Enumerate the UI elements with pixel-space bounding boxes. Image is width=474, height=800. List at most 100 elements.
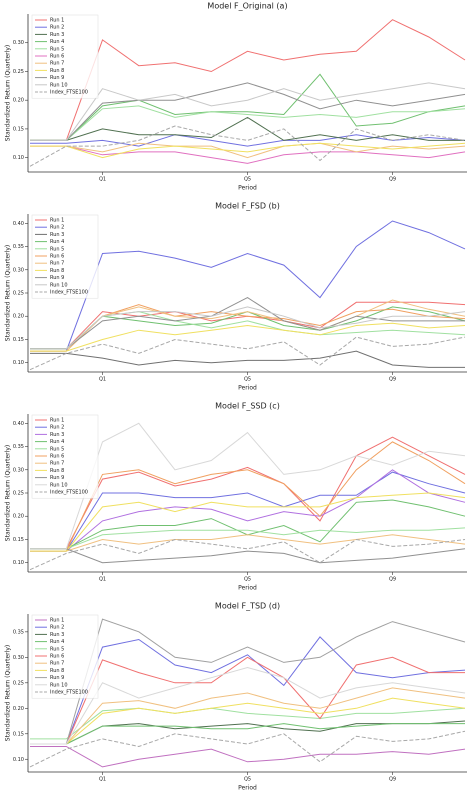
legend-label: Run 9 <box>50 475 64 481</box>
x-tick-label: Q1 <box>99 377 106 383</box>
legend-label: Run 3 <box>50 232 64 238</box>
legend-label: Run 8 <box>50 68 64 74</box>
series-line <box>30 145 466 164</box>
y-tick-label: 0.20 <box>13 706 24 712</box>
y-axis-label: Standardized Return (Quarterly) <box>5 245 12 341</box>
legend-label: Run 6 <box>50 654 64 660</box>
legend-label: Run 4 <box>50 39 64 45</box>
x-tick-label: Q1 <box>99 777 106 783</box>
series-line <box>30 134 466 147</box>
chart-panel: Model F_Original (a) Standardized Return … <box>5 2 467 192</box>
x-tick-label: Q9 <box>389 577 396 583</box>
legend-label: Run 8 <box>50 268 64 274</box>
y-tick-label: 0.35 <box>13 244 24 250</box>
y-tick-label: 0.30 <box>13 267 24 273</box>
series-line <box>30 73 466 141</box>
y-tick-label: 0.30 <box>13 467 24 473</box>
y-tick-label: 0.25 <box>13 291 24 297</box>
legend-label: Run 9 <box>50 675 64 681</box>
series-line <box>30 142 466 159</box>
legend-label: Run 5 <box>50 446 64 452</box>
x-tick-label: Q9 <box>389 377 396 383</box>
series-line <box>30 105 466 141</box>
legend-label: Run 3 <box>50 32 64 38</box>
series-line <box>30 687 466 745</box>
legend-label: Run 4 <box>50 439 64 445</box>
y-tick-label: 0.30 <box>13 655 24 661</box>
chart-title: Model F_TSD (d) <box>215 602 280 611</box>
legend-label: Index_FTSE100 <box>50 290 88 296</box>
legend-label: Run 8 <box>50 668 64 674</box>
legend-label: Run 5 <box>50 246 64 252</box>
x-tick-label: Q5 <box>244 377 251 383</box>
legend-label: Index_FTSE100 <box>50 490 88 496</box>
legend-label: Run 10 <box>50 82 68 88</box>
series-line <box>30 746 466 768</box>
chart-panel: Model F_TSD (d) Standardized Return (Quar… <box>5 602 467 792</box>
x-tick-label: Q5 <box>244 577 251 583</box>
series-line <box>30 636 466 745</box>
legend-label: Run 2 <box>50 625 64 631</box>
series-line <box>30 82 466 141</box>
legend-label: Run 7 <box>50 661 64 667</box>
y-tick-label: 0.35 <box>13 629 24 635</box>
legend-label: Run 5 <box>50 46 64 52</box>
x-tick-label: Q5 <box>244 777 251 783</box>
x-tick-label: Q1 <box>99 577 106 583</box>
legend-label: Run 4 <box>50 639 64 645</box>
series-line <box>30 19 466 141</box>
legend-label: Run 1 <box>50 18 64 24</box>
y-tick-label: 0.10 <box>13 560 24 566</box>
y-axis-label: Standardized Return (Quarterly) <box>5 445 12 541</box>
y-tick-label: 0.15 <box>13 126 24 132</box>
x-axis-label: Period <box>238 185 257 192</box>
series-line <box>30 656 465 745</box>
legend-label: Run 3 <box>50 632 64 638</box>
y-axis-label: Standardized Return (Quarterly) <box>5 645 12 741</box>
series-line <box>30 492 466 552</box>
x-tick-label: Q9 <box>389 777 396 783</box>
y-tick-label: 0.35 <box>13 444 24 450</box>
series-line <box>30 471 466 552</box>
legend-label: Run 10 <box>50 682 68 688</box>
legend-label: Run 6 <box>50 54 64 60</box>
series-line <box>30 618 466 745</box>
y-tick-label: 0.25 <box>13 491 24 497</box>
x-axis-label: Period <box>238 785 257 792</box>
series-line <box>30 534 466 552</box>
legend-label: Run 2 <box>50 425 64 431</box>
x-tick-label: Q9 <box>389 177 396 183</box>
legend-label: Run 7 <box>50 261 64 267</box>
legend-label: Run 10 <box>50 482 68 488</box>
legend-label: Run 9 <box>50 75 64 81</box>
series-line <box>30 311 466 350</box>
series-line <box>29 125 466 167</box>
series-line <box>30 436 466 550</box>
legend-label: Run 7 <box>50 61 64 67</box>
y-tick-label: 0.40 <box>13 221 24 227</box>
legend-label: Run 5 <box>50 646 64 652</box>
legend-label: Index_FTSE100 <box>50 90 88 96</box>
series-line <box>30 422 466 550</box>
y-tick-label: 0.30 <box>13 40 24 46</box>
series-line <box>30 697 466 745</box>
x-axis-label: Period <box>238 385 257 392</box>
y-tick-label: 0.20 <box>13 514 24 520</box>
y-tick-label: 0.15 <box>13 337 24 343</box>
y-tick-label: 0.10 <box>13 360 24 366</box>
series-line <box>30 469 466 552</box>
y-tick-label: 0.40 <box>13 421 24 427</box>
series-line <box>30 707 466 740</box>
chart-title: Model F_Original (a) <box>207 2 287 11</box>
y-axis-label: Standardized Return (Quarterly) <box>5 45 12 141</box>
legend-label: Run 9 <box>50 275 64 281</box>
series-line <box>30 306 466 350</box>
legend-label: Run 2 <box>50 25 64 31</box>
x-tick-label: Q5 <box>244 177 251 183</box>
y-tick-label: 0.20 <box>13 98 24 104</box>
y-tick-label: 0.10 <box>13 757 24 763</box>
series-line <box>30 548 466 564</box>
series-line <box>30 350 465 368</box>
legend-label: Run 8 <box>50 468 64 474</box>
